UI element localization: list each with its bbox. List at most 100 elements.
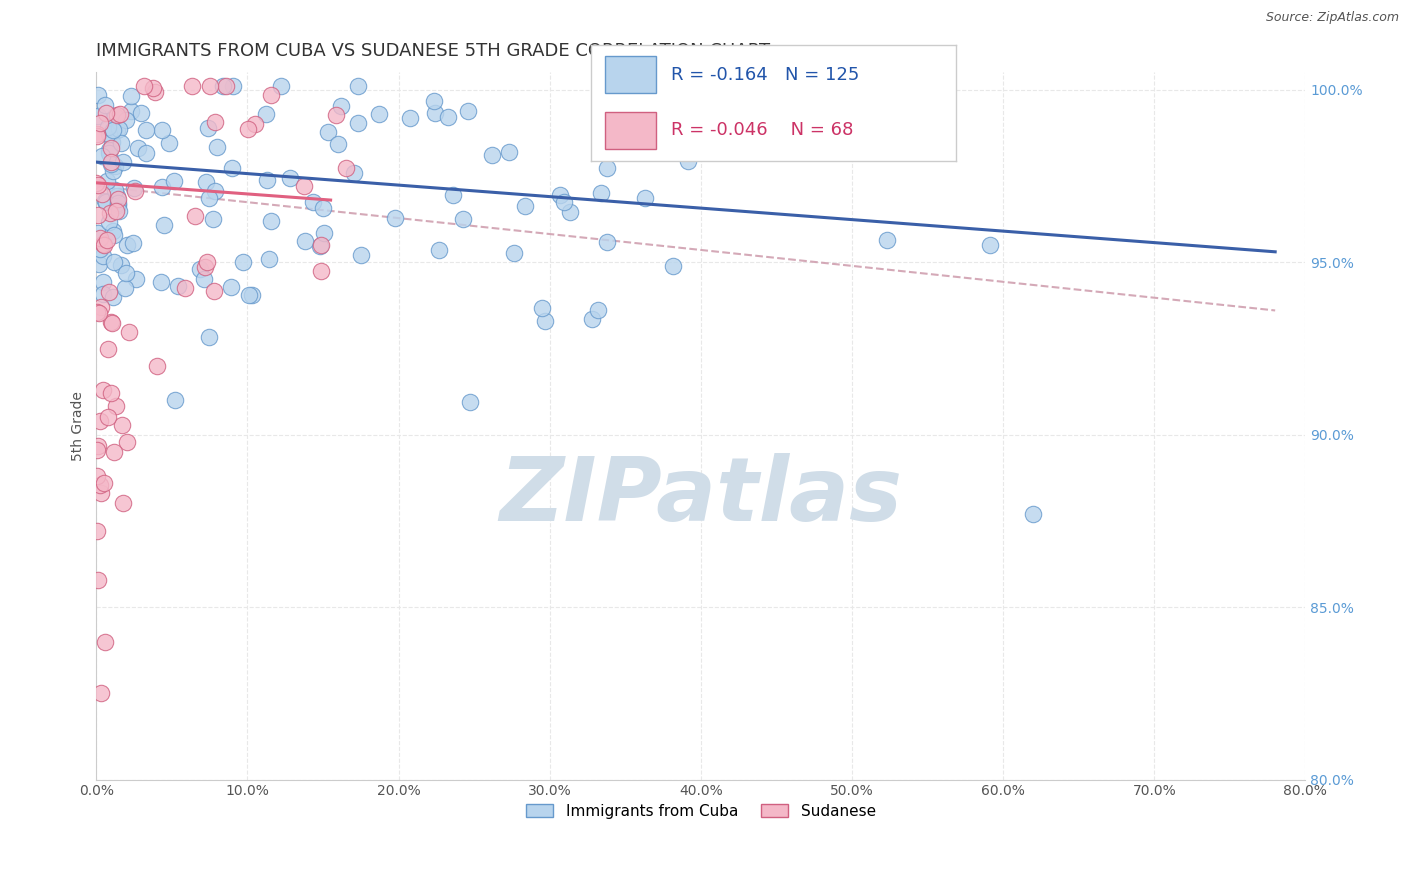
Point <box>259 214 281 228</box>
Point <box>221 161 243 176</box>
Point <box>581 312 603 326</box>
Point <box>149 275 172 289</box>
Point <box>240 288 263 302</box>
Point <box>87 178 110 192</box>
Point <box>132 79 155 94</box>
Point <box>115 113 138 128</box>
Point <box>125 272 148 286</box>
Point <box>278 170 301 185</box>
Point <box>399 111 422 125</box>
Point <box>91 286 114 301</box>
Point <box>589 186 612 200</box>
Point <box>101 317 124 331</box>
Bar <box>605 112 657 149</box>
Point <box>451 211 474 226</box>
Point <box>150 180 173 194</box>
Point <box>101 223 124 237</box>
Point <box>502 245 524 260</box>
Point <box>180 79 202 94</box>
Point <box>103 228 125 243</box>
Point <box>98 215 121 229</box>
Point <box>329 98 352 112</box>
Point <box>202 212 225 227</box>
Point <box>97 120 120 134</box>
Point <box>111 496 134 510</box>
Point <box>91 186 114 201</box>
Point <box>122 181 145 195</box>
Point <box>515 199 537 213</box>
Point <box>325 107 347 121</box>
Point <box>101 122 124 136</box>
Point <box>232 255 254 269</box>
Point <box>530 301 553 315</box>
Point <box>173 281 195 295</box>
Point <box>86 469 108 483</box>
Bar <box>605 56 657 94</box>
Point <box>101 136 124 150</box>
Point <box>195 175 218 189</box>
Point <box>198 191 221 205</box>
Point <box>90 148 112 162</box>
Point <box>94 194 117 208</box>
Point <box>110 418 132 433</box>
Point <box>596 161 619 175</box>
Point <box>120 89 142 103</box>
Point <box>135 123 157 137</box>
Point <box>384 211 406 225</box>
Point <box>214 79 236 94</box>
Point <box>634 191 657 205</box>
Point <box>350 248 373 262</box>
Point <box>103 255 125 269</box>
Text: IMMIGRANTS FROM CUBA VS SUDANESE 5TH GRADE CORRELATION CHART: IMMIGRANTS FROM CUBA VS SUDANESE 5TH GRA… <box>97 42 770 60</box>
Point <box>211 79 233 94</box>
Point <box>346 79 368 94</box>
Point <box>105 204 128 219</box>
Point <box>238 288 260 302</box>
Point <box>553 195 575 210</box>
Point <box>195 255 218 269</box>
Point <box>105 123 128 137</box>
Point <box>127 141 149 155</box>
Point <box>270 79 292 94</box>
Point <box>150 123 173 137</box>
Point <box>259 87 281 102</box>
Point <box>202 284 225 298</box>
Point <box>96 174 118 188</box>
Point <box>97 146 120 161</box>
Point <box>309 237 332 252</box>
Point <box>205 140 228 154</box>
Point <box>558 204 581 219</box>
Point <box>98 206 121 220</box>
Point <box>97 342 120 356</box>
Point <box>120 104 142 119</box>
Point <box>441 188 464 202</box>
Point <box>204 184 226 198</box>
Point <box>110 258 132 272</box>
Point <box>221 280 243 294</box>
Point <box>86 176 108 190</box>
Point <box>86 127 108 141</box>
Point <box>104 109 127 123</box>
Point <box>309 264 332 278</box>
Point <box>142 81 165 95</box>
Point <box>91 236 114 251</box>
Text: Source: ZipAtlas.com: Source: ZipAtlas.com <box>1265 11 1399 24</box>
Point <box>90 486 112 500</box>
Point <box>100 315 122 329</box>
Point <box>107 198 129 212</box>
Point <box>110 136 132 151</box>
Point <box>157 136 180 150</box>
Point <box>309 239 332 253</box>
Point <box>1022 507 1045 521</box>
Point <box>100 155 122 169</box>
Point <box>100 141 122 155</box>
Point <box>312 201 335 215</box>
Point <box>89 243 111 257</box>
Point <box>93 276 115 290</box>
Point <box>89 477 111 491</box>
Point <box>104 183 127 197</box>
Point <box>188 262 211 277</box>
Point <box>165 392 187 407</box>
Point <box>662 259 685 273</box>
Point <box>114 280 136 294</box>
